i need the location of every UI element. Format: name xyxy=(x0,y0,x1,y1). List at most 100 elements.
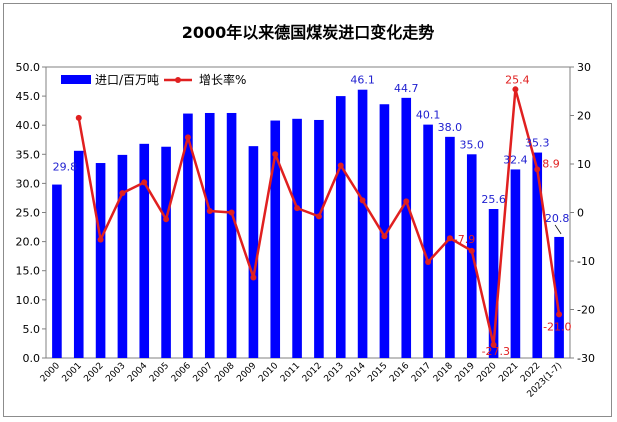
growth-marker xyxy=(490,341,497,348)
growth-data-label: 25.4 xyxy=(505,73,530,86)
growth-marker xyxy=(425,258,432,265)
right-axis-tick-label: -30 xyxy=(577,352,595,365)
growth-marker xyxy=(359,197,366,204)
growth-marker xyxy=(337,162,344,169)
x-axis-tick-label: 2008 xyxy=(213,361,236,384)
growth-marker xyxy=(446,235,453,242)
bar-data-label: 32.4 xyxy=(503,153,528,166)
growth-data-label: 8.9 xyxy=(542,157,560,170)
growth-marker xyxy=(250,274,257,281)
bar xyxy=(248,146,259,358)
growth-marker xyxy=(75,114,82,121)
growth-marker xyxy=(315,213,322,220)
bar-data-label: 25.6 xyxy=(481,193,506,206)
x-axis-tick-label: 2015 xyxy=(366,361,389,384)
bar xyxy=(292,118,302,358)
bar xyxy=(204,112,215,358)
bar xyxy=(226,112,237,358)
bar xyxy=(379,104,390,358)
right-axis-tick-label: 0 xyxy=(577,207,584,220)
chart-frame: 2000年以来德国煤炭进口变化走势 0.0 5.0 10.0 15.0 20.0 25.0… xyxy=(3,3,612,417)
x-axis-tick-label: 2000 xyxy=(39,361,62,384)
right-axis-tick-label: -10 xyxy=(577,255,595,268)
legend-label-growth: 增长率% xyxy=(199,72,246,87)
left-axis-tick-label: 35.0 xyxy=(16,148,41,161)
bar xyxy=(52,184,62,358)
left-axis-tick-label: 25.0 xyxy=(16,207,41,220)
x-axis-tick-label: 2018 xyxy=(432,361,455,384)
x-axis-tick-label: 2001 xyxy=(61,361,84,384)
legend-label-imports: 进口/百万吨 xyxy=(95,73,159,87)
growth-marker xyxy=(272,151,279,158)
growth-marker xyxy=(141,179,148,186)
bar xyxy=(532,152,543,358)
bar xyxy=(183,113,193,358)
bar-data-label: 35.3 xyxy=(525,137,550,150)
growth-marker xyxy=(381,233,388,240)
x-axis-tick-label: 2002 xyxy=(82,361,105,384)
right-axis-tick-label: -20 xyxy=(577,304,595,317)
bar xyxy=(314,119,324,358)
x-axis-tick-label: 2012 xyxy=(301,361,324,384)
bar xyxy=(357,89,368,358)
left-axis-tick-label: 40.0 xyxy=(16,119,41,132)
left-axis-tick-label: 5.0 xyxy=(23,323,41,336)
x-axis-tick-label: 2017 xyxy=(410,361,433,384)
x-axis-tick-label: 2007 xyxy=(192,361,215,384)
chart-title: 2000年以来德国煤炭进口变化走势 xyxy=(182,23,435,42)
growth-marker xyxy=(97,236,104,243)
growth-marker xyxy=(556,311,563,318)
x-axis-tick-label: 2013 xyxy=(323,361,346,384)
bar xyxy=(335,96,346,358)
growth-marker xyxy=(512,86,519,93)
x-axis-tick-label: 2011 xyxy=(279,361,302,384)
left-axis-tick-label: 45.0 xyxy=(16,90,41,103)
growth-marker xyxy=(119,190,126,197)
bar-data-label: 38.0 xyxy=(438,121,463,134)
x-axis-tick-label: 2004 xyxy=(126,361,149,384)
right-axis-tick-label: 30 xyxy=(577,61,591,74)
growth-marker xyxy=(163,216,170,223)
left-axis-tick-label: 0.0 xyxy=(23,352,41,365)
legend-swatch-imports xyxy=(61,75,91,84)
x-axis-tick-label: 2014 xyxy=(344,361,367,384)
chart-svg: 2000年以来德国煤炭进口变化走势 0.0 5.0 10.0 15.0 20.0 25.0… xyxy=(16,23,595,400)
plot-area: 0.0 5.0 10.0 15.0 20.0 25.0 30.0 35.0 40.0 45.0 50… xyxy=(16,61,595,400)
growth-data-label: -27.3 xyxy=(482,345,510,358)
bar xyxy=(445,136,455,358)
growth-marker xyxy=(184,134,191,141)
growth-marker xyxy=(403,198,410,205)
left-axis-tick-label: 50.0 xyxy=(16,61,41,74)
bar xyxy=(510,169,521,358)
bar-data-label: 40.1 xyxy=(416,109,441,122)
bar xyxy=(270,120,281,358)
left-axis-tick-label: 30.0 xyxy=(16,177,41,190)
bar-data-label: 35.0 xyxy=(460,138,485,151)
x-axis-tick-label: 2019 xyxy=(454,361,477,384)
x-axis-tick-label: 2021 xyxy=(497,361,520,384)
x-axis-tick-label: 2010 xyxy=(257,361,280,384)
right-axis-tick-label: 20 xyxy=(577,110,591,123)
bar-data-label: 44.7 xyxy=(394,82,419,95)
legend: 进口/百万吨 增长率% xyxy=(61,72,246,87)
bar xyxy=(95,163,106,358)
bar-data-label: 46.1 xyxy=(350,74,375,87)
right-axis-tick-label: 10 xyxy=(577,158,591,171)
bar xyxy=(554,236,564,358)
left-axis-tick-label: 10.0 xyxy=(16,294,41,307)
bar xyxy=(117,154,128,358)
growth-marker xyxy=(206,208,213,215)
bar xyxy=(401,97,412,358)
bar-data-label: 20.8 xyxy=(545,212,570,225)
bar xyxy=(139,143,150,358)
x-axis-tick-label: 2016 xyxy=(388,361,411,384)
left-axis-tick-label: 15.0 xyxy=(16,265,41,278)
bar xyxy=(488,209,499,358)
growth-marker xyxy=(294,205,301,212)
growth-data-label: -21.0 xyxy=(543,320,571,333)
bar-label-leader-line xyxy=(554,224,562,235)
left-axis-tick-label: 20.0 xyxy=(16,236,41,249)
bar-data-label: 29.8 xyxy=(53,161,78,174)
growth-marker xyxy=(534,166,541,173)
growth-marker xyxy=(228,209,235,216)
